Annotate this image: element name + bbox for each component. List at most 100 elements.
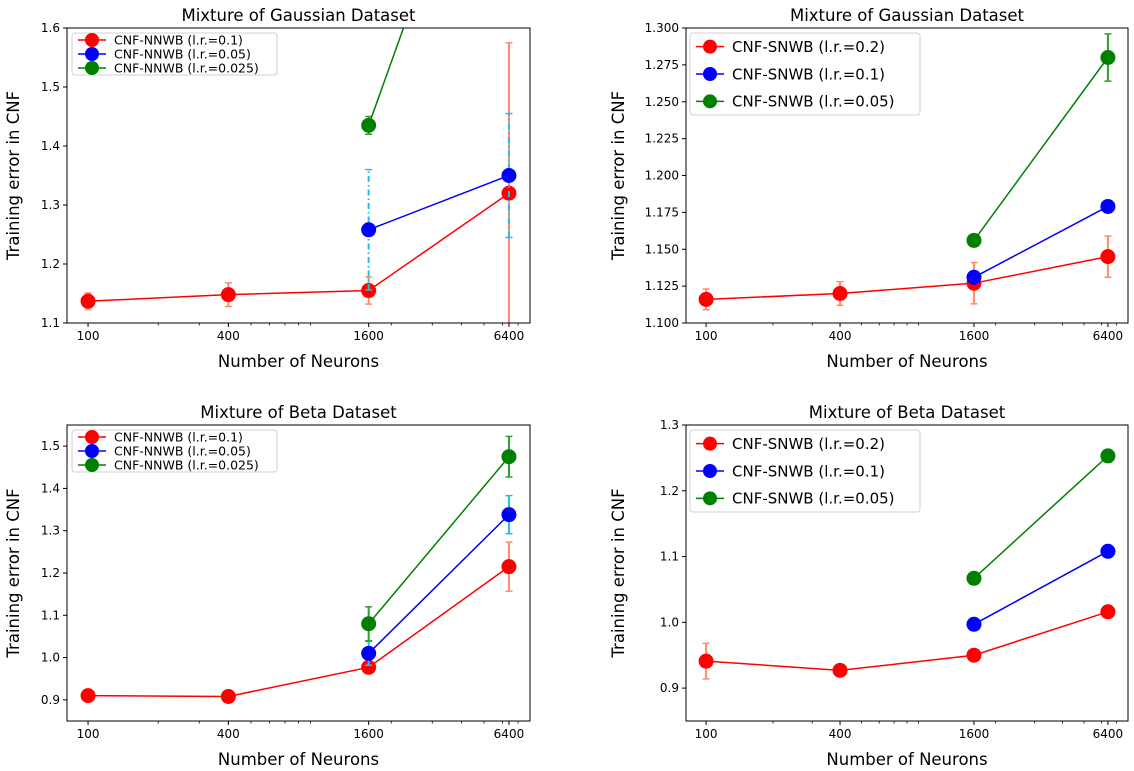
plot-area xyxy=(698,33,1116,311)
legend-label: CNF-NNWB (l.r.=0.025) xyxy=(114,458,259,473)
data-point xyxy=(80,688,96,704)
series-2 xyxy=(966,543,1116,632)
y-axis-label: Training error in CNF xyxy=(4,91,23,261)
y-tick-label: 1.3 xyxy=(660,418,679,432)
series-line xyxy=(706,611,1109,672)
x-tick-label: 1600 xyxy=(353,727,384,741)
data-point xyxy=(832,286,848,301)
legend-label: CNF-SNWB (l.r.=0.05) xyxy=(732,93,895,111)
chart-panel-3: Mixture of Beta Dataset 100 400 1600 6400 0.9… xyxy=(4,403,531,769)
legend-swatch-marker xyxy=(85,33,99,47)
series-line xyxy=(973,57,1109,241)
x-tick-label: 100 xyxy=(695,727,718,741)
y-axis-label: Training error in CNF xyxy=(4,488,23,658)
data-point xyxy=(966,232,982,248)
legend: CNF-NNWB (l.r.=0.1)CNF-NNWB (l.r.=0.05)C… xyxy=(71,32,278,76)
x-tick-label: 400 xyxy=(217,329,240,343)
chart-title: Mixture of Beta Dataset xyxy=(200,403,397,422)
x-tick-label: 100 xyxy=(695,329,718,343)
series-2 xyxy=(966,198,1116,285)
series-line xyxy=(973,550,1109,625)
data-point xyxy=(361,222,377,238)
y-tick-label: 1.175 xyxy=(645,205,679,219)
legend-swatch-marker xyxy=(703,94,717,109)
y-tick-label: 1.3 xyxy=(41,524,60,538)
x-tick-label: 400 xyxy=(829,727,852,741)
x-axis-label: Number of Neurons xyxy=(218,352,379,371)
chart-panel-1: Mixture of Gaussian Dataset 100 400 1600 640… xyxy=(4,6,531,371)
legend-swatch-marker xyxy=(85,61,99,75)
legend-swatch-marker xyxy=(85,458,99,472)
y-tick-label: 1.6 xyxy=(41,21,60,35)
axes-frame xyxy=(685,27,1129,324)
data-point xyxy=(80,293,96,309)
chart-title: Mixture of Beta Dataset xyxy=(809,403,1006,422)
legend-box xyxy=(689,429,921,513)
y-tick-label: 1.200 xyxy=(645,169,679,183)
y-tick-label: 1.2 xyxy=(41,566,60,580)
axes-frame xyxy=(685,424,1129,722)
y-tick-label: 1.1 xyxy=(41,608,60,622)
series-3 xyxy=(966,448,1116,586)
chart-panel-2: Mixture of Gaussian Dataset 100 400 1600 640… xyxy=(609,6,1129,371)
series-1 xyxy=(80,42,517,323)
data-point xyxy=(1100,448,1116,464)
x-tick-label: 6400 xyxy=(1093,329,1124,343)
data-point xyxy=(966,616,982,632)
y-tick-label: 0.9 xyxy=(660,681,679,695)
x-tick-label: 6400 xyxy=(1093,727,1124,741)
data-point xyxy=(220,287,236,303)
legend-label: CNF-SNWB (l.r.=0.2) xyxy=(732,38,885,56)
y-tick-label: 1.125 xyxy=(645,279,679,293)
data-point xyxy=(361,645,377,661)
x-tick-label: 1600 xyxy=(959,727,990,741)
y-tick-label: 1.300 xyxy=(645,21,679,35)
legend-swatch-marker xyxy=(703,67,717,81)
data-point xyxy=(966,570,982,586)
legend-label: CNF-NNWB (l.r.=0.05) xyxy=(114,47,251,62)
series-2 xyxy=(361,494,517,666)
plot-area xyxy=(698,448,1116,680)
plot-area xyxy=(80,28,517,323)
data-point xyxy=(698,291,714,307)
legend-swatch-marker xyxy=(85,47,99,61)
data-point xyxy=(1100,604,1116,620)
y-tick-label: 1.4 xyxy=(41,481,60,495)
series-3 xyxy=(361,28,405,135)
series-1 xyxy=(698,604,1116,680)
y-tick-label: 1.3 xyxy=(41,198,60,212)
axes-frame xyxy=(66,27,531,324)
series-line xyxy=(973,205,1109,278)
data-point xyxy=(501,559,517,575)
y-tick-label: 1.150 xyxy=(645,242,679,256)
data-point xyxy=(832,662,848,678)
y-tick-label: 1.225 xyxy=(645,132,679,146)
chart-panel-4: Mixture of Beta Dataset 100 400 1600 6400 0.9… xyxy=(609,403,1129,769)
legend-label: CNF-NNWB (l.r.=0.1) xyxy=(114,430,243,445)
x-axis-label: Number of Neurons xyxy=(826,352,987,371)
legend-swatch-marker xyxy=(85,430,99,444)
legend-swatch-marker xyxy=(85,444,99,458)
legend-swatch-marker xyxy=(703,464,717,478)
y-tick-label: 1.0 xyxy=(41,651,60,665)
series-line xyxy=(368,456,510,625)
y-tick-label: 1.1 xyxy=(41,316,60,330)
x-tick-label: 400 xyxy=(217,727,240,741)
x-axis-label: Number of Neurons xyxy=(826,750,987,769)
series-3 xyxy=(361,435,517,642)
legend-swatch-marker xyxy=(703,491,717,506)
series-line xyxy=(367,28,405,126)
x-tick-label: 400 xyxy=(829,329,852,343)
y-tick-label: 0.9 xyxy=(41,693,60,707)
legend-box xyxy=(689,32,921,116)
x-tick-label: 6400 xyxy=(494,329,525,343)
data-point xyxy=(220,688,236,704)
data-point xyxy=(361,659,377,675)
x-tick-label: 100 xyxy=(77,727,100,741)
series-line xyxy=(88,192,510,302)
legend-label: CNF-SNWB (l.r.=0.05) xyxy=(732,490,895,508)
legend-label: CNF-SNWB (l.r.=0.1) xyxy=(732,65,885,83)
series-1 xyxy=(698,235,1116,311)
x-tick-label: 100 xyxy=(77,329,100,343)
